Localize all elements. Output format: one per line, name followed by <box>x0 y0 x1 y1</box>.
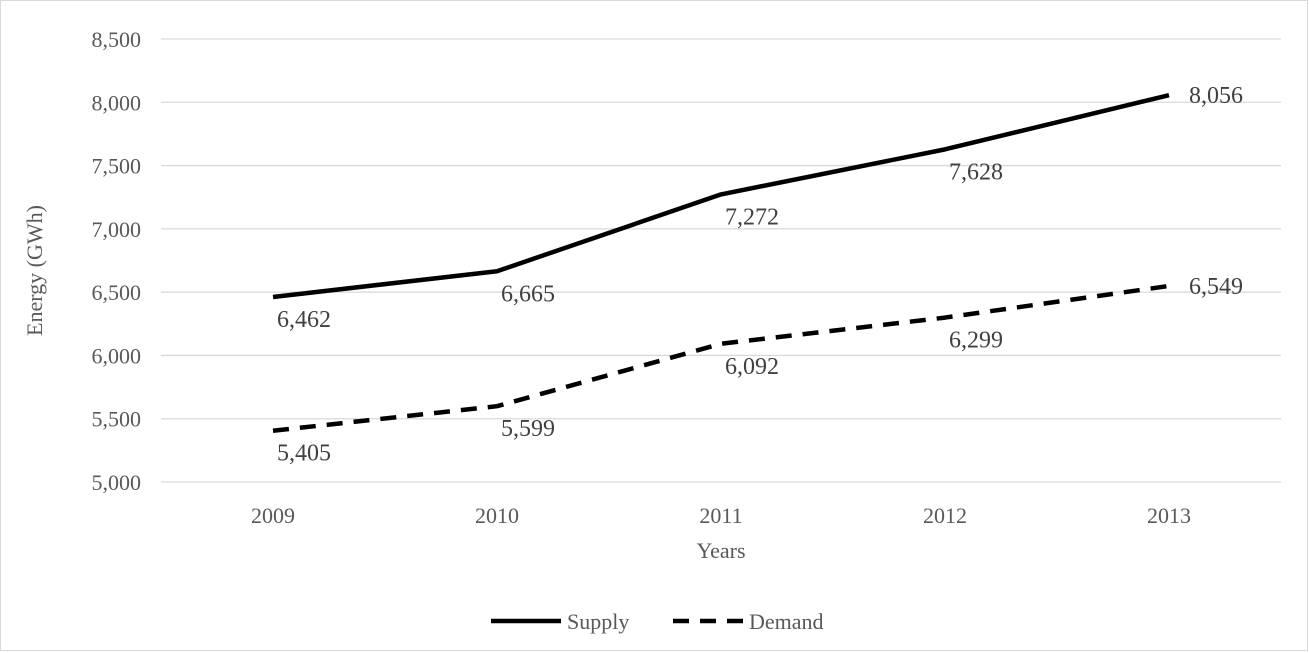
y-tick-label: 5,000 <box>92 470 142 495</box>
gridlines <box>161 38 1281 483</box>
y-tick-label: 7,500 <box>92 154 142 179</box>
x-tick-label: 2012 <box>923 503 967 528</box>
x-tick-label: 2011 <box>699 503 742 528</box>
legend-label-supply: Supply <box>567 609 629 634</box>
y-tick-label: 8,500 <box>92 27 142 52</box>
data-label-supply: 8,056 <box>1189 83 1243 109</box>
data-label-demand: 5,599 <box>501 416 555 442</box>
data-label-demand: 6,549 <box>1189 274 1243 300</box>
data-label-supply: 7,272 <box>725 204 779 230</box>
legend-label-demand: Demand <box>749 609 824 634</box>
x-tick-label: 2013 <box>1147 503 1191 528</box>
data-label-supply: 7,628 <box>949 159 1003 185</box>
x-axis-title: Years <box>696 538 745 563</box>
y-tick-label: 7,000 <box>92 217 142 242</box>
series-line-demand <box>272 283 1170 433</box>
legend: Supply Demand <box>491 609 824 634</box>
y-tick-label: 6,500 <box>92 280 142 305</box>
x-tick-label: 2010 <box>475 503 519 528</box>
series-line-supply <box>272 93 1170 300</box>
data-labels: 6,462 6,665 7,272 7,628 8,056 5,405 5,599 6,092… <box>277 83 1243 467</box>
x-tick-label: 2009 <box>251 503 295 528</box>
series-lines <box>272 93 1170 433</box>
data-label-supply: 6,665 <box>501 281 555 307</box>
data-label-demand: 6,092 <box>725 354 779 380</box>
y-tick-label: 5,500 <box>92 407 142 432</box>
y-axis-title: Energy (GWh) <box>22 205 47 336</box>
y-tick-label: 6,000 <box>92 343 142 368</box>
x-axis-ticks: 2009 2010 2011 2012 2013 <box>251 503 1191 528</box>
y-axis-ticks: 5,000 5,500 6,000 6,500 7,000 7,500 8,000 8,500 <box>92 27 142 495</box>
data-label-supply: 6,462 <box>277 307 331 333</box>
data-label-demand: 5,405 <box>277 441 331 467</box>
data-label-demand: 6,299 <box>949 328 1003 354</box>
y-tick-label: 8,000 <box>92 90 142 115</box>
